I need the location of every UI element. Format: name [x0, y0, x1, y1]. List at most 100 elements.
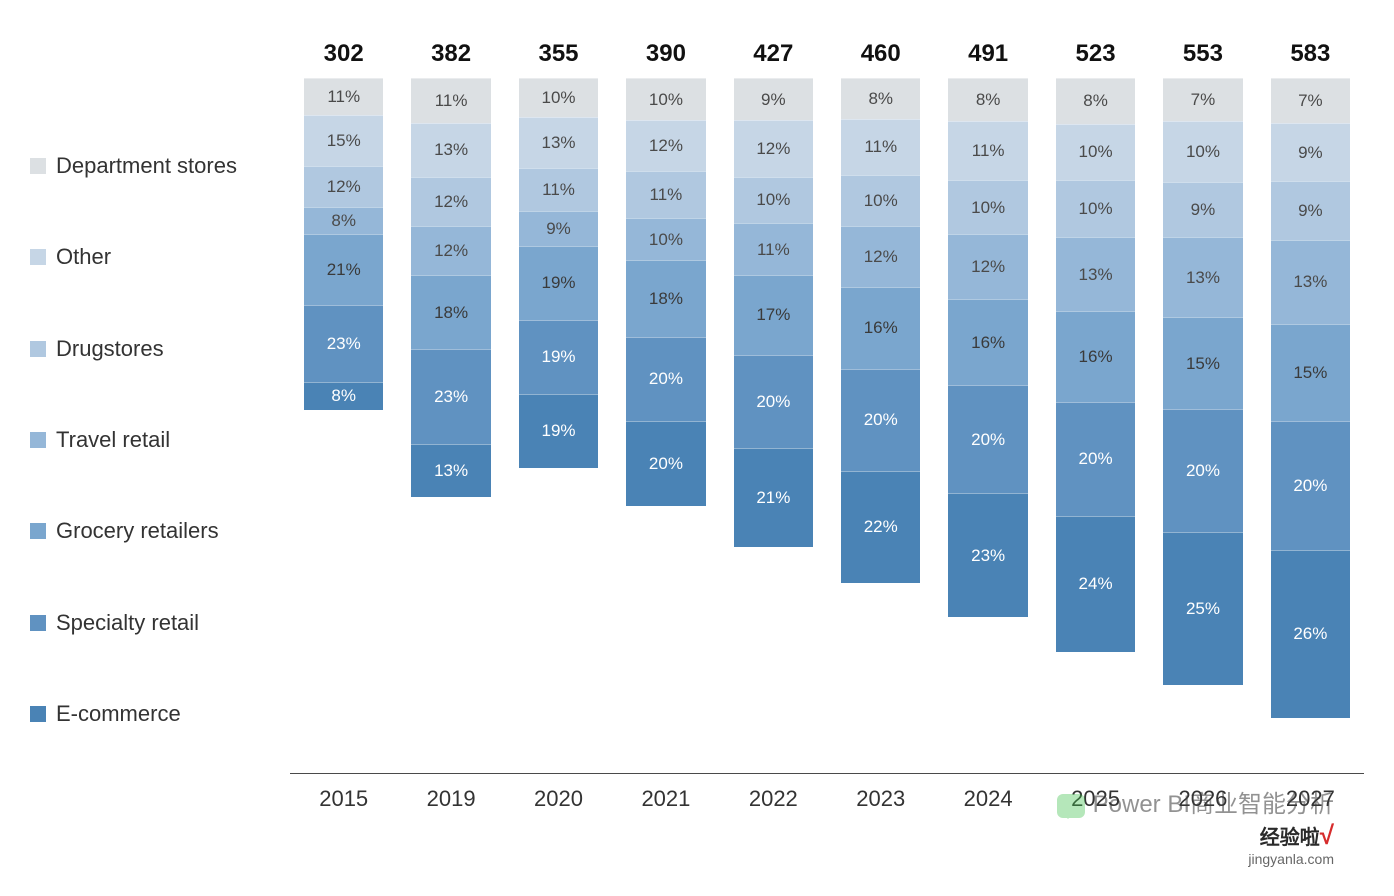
bar-total-label: 382: [431, 40, 471, 68]
segment-dept: 8%: [948, 78, 1027, 121]
segment-travel: 9%: [519, 211, 598, 246]
segment-ecom: 8%: [304, 382, 383, 409]
segment-dept: 9%: [734, 78, 813, 120]
segment-label: 9%: [1298, 143, 1323, 163]
segment-drug: 12%: [304, 166, 383, 207]
stacked-bar-chart: Department storesOtherDrugstoresTravel r…: [30, 40, 1364, 820]
segment-label: 23%: [434, 387, 468, 407]
segment-travel: 13%: [1056, 237, 1135, 311]
segment-other: 10%: [1163, 121, 1242, 182]
segment-label: 19%: [542, 421, 576, 441]
legend-item-other: Other: [30, 244, 290, 270]
x-axis-label: 2021: [612, 786, 719, 812]
bar-stack: 8%11%10%12%16%20%22%: [841, 78, 920, 583]
segment-label: 21%: [756, 488, 790, 508]
watermark-checkmark-icon: √: [1320, 820, 1334, 850]
legend-label: Other: [56, 244, 111, 270]
segment-label: 13%: [1186, 268, 1220, 288]
segment-label: 20%: [864, 410, 898, 430]
segment-label: 25%: [1186, 599, 1220, 619]
segment-label: 11%: [864, 137, 897, 157]
segment-grocery: 16%: [1056, 311, 1135, 402]
plot-area: 302 11% 15% 12% 8% 21% 23% 8% 382 11% 13% 12% 12% 18%…: [290, 40, 1364, 820]
segment-label: 9%: [546, 219, 571, 239]
segment-label: 10%: [1186, 142, 1220, 162]
segment-label: 15%: [327, 131, 361, 151]
bar-stack: 7%10%9%13%15%20%25%: [1163, 78, 1242, 685]
segment-label: 11%: [435, 91, 468, 111]
segment-label: 10%: [864, 191, 898, 211]
segment-specialty: 20%: [1163, 409, 1242, 532]
segment-label: 8%: [976, 90, 1001, 110]
bar-stack: 8%10%10%13%16%20%24%: [1056, 78, 1135, 652]
segment-label: 12%: [864, 247, 898, 267]
legend-item-grocery: Grocery retailers: [30, 518, 290, 544]
segment-other: 12%: [734, 120, 813, 176]
bar-column: 38211%13%12%12%18%23%13%: [397, 40, 504, 773]
segment-grocery: 18%: [411, 275, 490, 349]
segment-label: 23%: [327, 334, 361, 354]
segment-label: 10%: [542, 88, 576, 108]
bar-column: 4279%12%10%11%17%20%21%: [720, 40, 827, 773]
segment-label: 10%: [649, 90, 683, 110]
segment-drug: 11%: [626, 171, 705, 218]
segment-specialty: 20%: [626, 337, 705, 422]
legend-label: Specialty retail: [56, 610, 199, 636]
segment-dept: 10%: [626, 78, 705, 120]
segment-label: 11%: [757, 240, 790, 260]
bar-stack: 10%12%11%10%18%20%20%: [626, 78, 705, 506]
segment-drug: 10%: [948, 180, 1027, 234]
segment-label: 20%: [1079, 449, 1113, 469]
segment-travel: 10%: [626, 218, 705, 260]
segment-ecom: 26%: [1271, 550, 1350, 718]
segment-other: 11%: [948, 121, 1027, 180]
legend-item-dept: Department stores: [30, 153, 290, 179]
segment-other: 9%: [1271, 123, 1350, 181]
segment-travel: 8%: [304, 207, 383, 234]
segment-label: 19%: [542, 273, 576, 293]
bar-stack: 11%15%12%8%21%23%8%: [304, 78, 383, 410]
segment-label: 10%: [649, 230, 683, 250]
segment-label: 12%: [434, 192, 468, 212]
segment-label: 13%: [542, 133, 576, 153]
segment-label: 11%: [972, 141, 1005, 161]
x-axis-label: 2020: [505, 786, 612, 812]
segment-travel: 13%: [1271, 240, 1350, 324]
segment-label: 11%: [542, 180, 575, 200]
segment-grocery: 15%: [1271, 324, 1350, 421]
segment-label: 12%: [649, 136, 683, 156]
segment-label: 7%: [1298, 91, 1323, 111]
segment-grocery: 17%: [734, 275, 813, 355]
segment-label: 13%: [434, 140, 468, 160]
segment-label: 10%: [1079, 199, 1113, 219]
bar-total-label: 355: [538, 40, 578, 68]
segment-drug: 10%: [1056, 180, 1135, 237]
segment-label: 20%: [1293, 476, 1327, 496]
x-axis: 2015201920202021202220232024202520262027: [290, 774, 1364, 820]
legend-swatch-icon: [30, 432, 46, 448]
segment-specialty: 20%: [1056, 402, 1135, 516]
bar-total-label: 302: [324, 40, 364, 68]
legend-swatch-icon: [30, 341, 46, 357]
segment-dept: 10%: [519, 78, 598, 117]
segment-ecom: 22%: [841, 471, 920, 583]
bar-total-label: 390: [646, 40, 686, 68]
segment-label: 15%: [1186, 354, 1220, 374]
segment-drug: 9%: [1271, 181, 1350, 239]
segment-label: 8%: [331, 211, 356, 231]
segment-label: 9%: [761, 90, 786, 110]
bar-column: 5537%10%9%13%15%20%25%: [1149, 40, 1256, 773]
segment-label: 9%: [1298, 201, 1323, 221]
bar-stack: 8%11%10%12%16%20%23%: [948, 78, 1027, 617]
x-axis-label: 2023: [827, 786, 934, 812]
segment-specialty: 23%: [304, 305, 383, 383]
bars-row: 302 11% 15% 12% 8% 21% 23% 8% 382 11% 13% 12% 12% 18%…: [290, 40, 1364, 774]
segment-travel: 12%: [841, 226, 920, 287]
segment-label: 23%: [971, 546, 1005, 566]
segment-label: 16%: [1079, 347, 1113, 367]
segment-label: 26%: [1293, 624, 1327, 644]
segment-ecom: 13%: [411, 444, 490, 497]
bar-column: 5837%9%9%13%15%20%26%: [1257, 40, 1364, 773]
segment-label: 8%: [868, 89, 893, 109]
legend-item-drug: Drugstores: [30, 336, 290, 362]
